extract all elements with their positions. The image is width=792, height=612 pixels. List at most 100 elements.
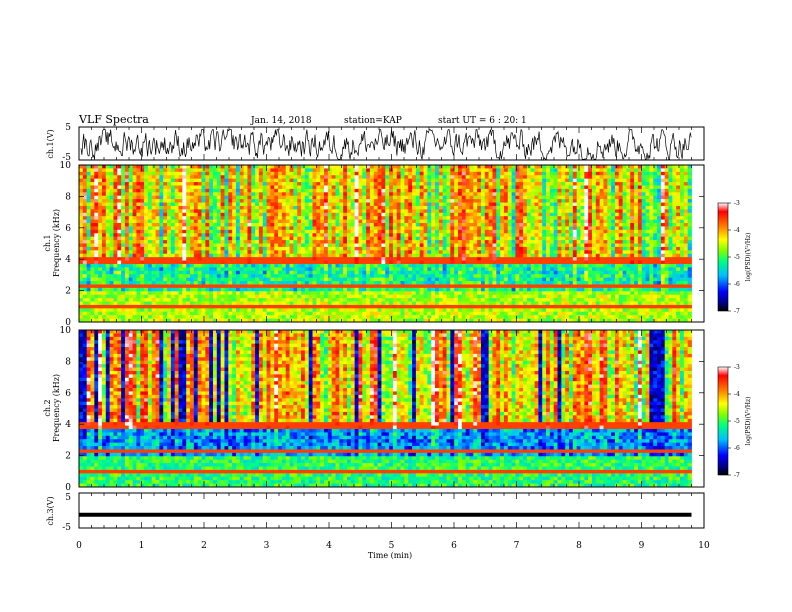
spectrogram-cell bbox=[392, 165, 398, 169]
spectrogram-cell bbox=[626, 178, 631, 183]
spectrogram-cell bbox=[649, 233, 654, 238]
spectrogram-cell bbox=[163, 243, 168, 248]
spectrogram-cell bbox=[465, 168, 470, 173]
spectrogram-cell bbox=[500, 175, 505, 180]
spectrogram-cell bbox=[90, 199, 95, 203]
spectrogram-cell bbox=[124, 236, 130, 241]
spectrogram-cell bbox=[427, 165, 432, 169]
spectrogram-cell bbox=[82, 253, 88, 258]
spectrogram-cell bbox=[477, 192, 482, 197]
spectrogram-cell bbox=[511, 199, 516, 203]
spectrogram-cell bbox=[519, 257, 524, 261]
spectrogram-cell bbox=[239, 233, 245, 238]
spectrogram-cell bbox=[687, 260, 692, 265]
spectrogram-cell bbox=[446, 250, 451, 255]
spectrogram-cell bbox=[431, 236, 436, 241]
spectrogram-cell bbox=[258, 229, 264, 234]
spectrogram-cell bbox=[327, 212, 333, 217]
spectrogram-cell bbox=[136, 260, 141, 265]
spectrogram-cell bbox=[174, 219, 179, 224]
spectrogram-cell bbox=[569, 182, 574, 186]
spectrogram-cell bbox=[262, 219, 267, 224]
spectrogram-cell bbox=[396, 219, 401, 224]
spectrogram-cell bbox=[618, 243, 623, 248]
spectrogram-cell bbox=[94, 178, 99, 183]
spectrogram-cell bbox=[113, 182, 118, 186]
spectrogram-cell bbox=[683, 236, 689, 241]
spectrogram-cell bbox=[377, 250, 382, 255]
spectrogram-cell bbox=[79, 219, 84, 224]
spectrogram-cell bbox=[235, 199, 241, 203]
spectrogram-cell bbox=[599, 263, 604, 268]
spectrogram-cell bbox=[519, 205, 524, 210]
spectrogram-cell bbox=[339, 209, 344, 214]
spectrogram-cell bbox=[339, 199, 344, 203]
spectrogram-cell bbox=[569, 175, 574, 180]
spectrogram-cell bbox=[147, 229, 153, 234]
spectrogram-cell bbox=[599, 178, 604, 183]
spectrogram-cell bbox=[373, 192, 378, 197]
spectrogram-cell bbox=[335, 212, 340, 217]
spectrogram-cell bbox=[523, 253, 528, 258]
spectrogram-cell bbox=[515, 205, 520, 210]
spectrogram-cell bbox=[664, 223, 669, 227]
spectrogram-cell bbox=[611, 246, 616, 251]
spectrogram-cell bbox=[511, 226, 516, 231]
spectrogram-cell bbox=[239, 205, 245, 210]
spectrogram-cell bbox=[523, 250, 528, 255]
spectrogram-cell bbox=[79, 212, 84, 217]
spectrogram-cell bbox=[178, 226, 183, 231]
spectrogram-cell bbox=[193, 243, 199, 248]
spectrogram-cell bbox=[389, 267, 394, 272]
spectrogram-cell bbox=[377, 257, 382, 261]
spectrogram-cell bbox=[308, 233, 313, 238]
spectrogram-cell bbox=[109, 165, 114, 169]
spectrogram-cell bbox=[346, 175, 352, 180]
spectrogram-cell bbox=[262, 205, 267, 210]
spectrogram-cell bbox=[607, 233, 612, 238]
spectrogram-cell bbox=[465, 243, 470, 248]
spectrogram-cell bbox=[680, 236, 685, 241]
spectrogram-cell bbox=[396, 243, 401, 248]
spectrogram-cell bbox=[660, 168, 666, 173]
spectrogram-cell bbox=[105, 226, 111, 231]
spectrogram-cell bbox=[343, 182, 348, 186]
spectrogram-cell bbox=[308, 192, 313, 197]
spectrogram-cell bbox=[297, 246, 302, 251]
spectrogram-cell bbox=[435, 257, 440, 261]
spectrogram-cell bbox=[312, 219, 317, 224]
spectrogram-cell bbox=[358, 175, 363, 180]
spectrogram-cell bbox=[190, 195, 195, 200]
spectrogram-cell bbox=[381, 185, 386, 190]
spectrogram-cell bbox=[465, 226, 470, 231]
spectrogram-cell bbox=[515, 165, 520, 169]
spectrogram-cell bbox=[557, 257, 562, 261]
spectrogram-cell bbox=[377, 168, 382, 173]
spectrogram-cell bbox=[331, 226, 336, 231]
spectrogram-cell bbox=[201, 236, 206, 241]
spectrogram-cell bbox=[258, 195, 264, 200]
spectrogram-cell bbox=[496, 199, 501, 203]
spectrogram-cell bbox=[147, 205, 153, 210]
spectrogram-cell bbox=[588, 168, 593, 173]
spectrogram-cell bbox=[170, 243, 176, 248]
spectrogram-cell bbox=[664, 199, 669, 203]
spectrogram-cell bbox=[235, 165, 241, 169]
spectrogram-cell bbox=[572, 192, 578, 197]
spectrogram-cell bbox=[113, 246, 118, 251]
spectrogram-cell bbox=[79, 243, 84, 248]
spectrogram-cell bbox=[109, 171, 114, 176]
spectrogram-cell bbox=[124, 223, 130, 227]
spectrogram-cell bbox=[515, 240, 520, 244]
spectrogram-cell bbox=[262, 229, 267, 234]
spectrogram-cell bbox=[484, 243, 490, 248]
spectrogram-cell bbox=[205, 171, 210, 176]
spectrogram-cell bbox=[515, 233, 520, 238]
spectrogram-cell bbox=[193, 233, 199, 238]
spectrogram-cell bbox=[205, 205, 210, 210]
spectrogram-cell bbox=[668, 212, 673, 217]
spectrogram-cell bbox=[465, 233, 470, 238]
spectrogram-cell bbox=[373, 263, 378, 268]
spectrogram-cell bbox=[220, 202, 225, 207]
spectrogram-cell bbox=[109, 188, 114, 193]
